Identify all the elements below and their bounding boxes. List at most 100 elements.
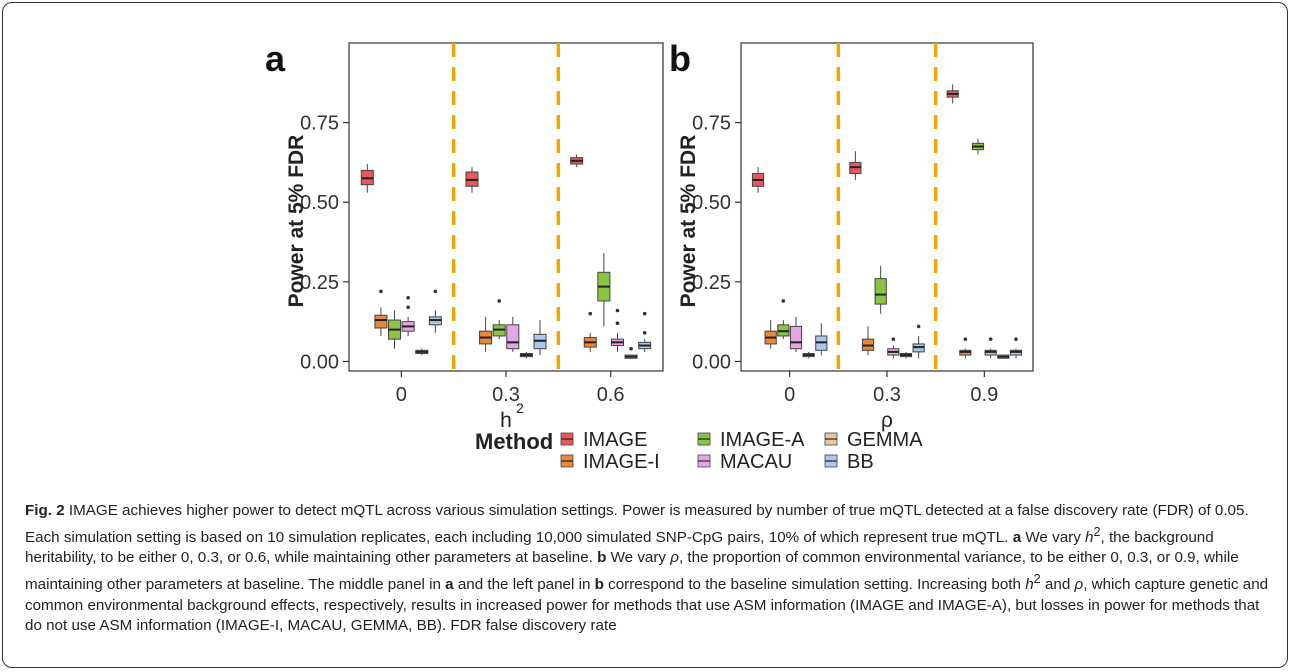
- box-iqr: [374, 314, 388, 329]
- outlier-point: [642, 330, 647, 335]
- outlier-point: [891, 337, 896, 341]
- y-tick-label: 0.75: [300, 113, 339, 135]
- box-image-a-0.9: [971, 138, 985, 155]
- outlier-point: [406, 305, 410, 310]
- outlier-point: [988, 337, 993, 341]
- caption-panel-ref: a: [445, 575, 454, 593]
- outlier-point: [781, 299, 786, 303]
- box-iqr: [789, 325, 803, 350]
- caption-text: We vary: [606, 549, 671, 567]
- outlier-point: [379, 289, 383, 294]
- box-iqr: [874, 278, 887, 305]
- y-axis-label: Power at 5% FDR: [285, 135, 308, 308]
- x-tick-label: 0.3: [492, 384, 520, 406]
- outlier-point: [588, 311, 593, 316]
- box-image-i-0.3: [861, 326, 875, 356]
- caption-symbol: ρ: [1074, 575, 1084, 593]
- box-macau-0: [789, 316, 803, 352]
- caption-text: and: [1040, 575, 1075, 593]
- box-bb-0.6: [638, 311, 652, 352]
- box-macau-0.3: [887, 337, 900, 359]
- caption-symbol: h: [1025, 575, 1034, 593]
- box-image-i-0: [764, 320, 777, 349]
- y-tick-label: 0.00: [692, 351, 731, 373]
- box-image-0: [751, 167, 765, 193]
- box-gemma-0: [415, 348, 429, 356]
- box-gemma-0.3: [519, 351, 533, 359]
- x-axis-label-superscript: 2: [516, 400, 524, 416]
- x-tick-label: 0: [396, 384, 407, 406]
- box-bb-0.3: [533, 320, 547, 356]
- box-bb-0: [815, 323, 828, 356]
- box-bb-0: [428, 289, 442, 333]
- x-tick-label: 0.6: [597, 384, 625, 406]
- box-image-a-0.3: [874, 265, 887, 314]
- box-bb-0.3: [912, 324, 925, 359]
- box-image-0.6: [570, 154, 584, 168]
- outlier-point: [615, 321, 620, 326]
- y-axis-label: Power at 5% FDR: [677, 135, 700, 308]
- outlier-point: [433, 289, 438, 294]
- box-image-0.3: [849, 151, 862, 180]
- caption-text: , which capture genetic and common envir…: [25, 575, 1269, 635]
- panel-label: a: [265, 38, 286, 79]
- legend-label: IMAGE-A: [720, 429, 805, 451]
- caption-text: and the left panel in: [453, 575, 595, 593]
- box-image-i-0: [374, 289, 388, 336]
- legend-item-gemma: GEMMA: [824, 429, 923, 451]
- caption-text: correspond to the baseline simulation se…: [603, 575, 1026, 593]
- legend-title: Method: [475, 429, 553, 454]
- legend-label: MACAU: [720, 451, 792, 473]
- box-image-a-0.3: [492, 299, 506, 340]
- x-axis-label: ρ: [881, 409, 893, 432]
- legend-label: IMAGE: [583, 429, 647, 451]
- legend-label: IMAGE-I: [583, 451, 660, 473]
- outlier-point: [1014, 337, 1018, 341]
- box-image-0.9: [946, 84, 959, 104]
- figure-caption: Fig. 2 IMAGE achieves higher power to de…: [25, 501, 1275, 637]
- box-iqr: [506, 324, 520, 350]
- box-image-a-0: [777, 299, 790, 340]
- caption-superscript: 2: [1093, 524, 1101, 539]
- box-gemma-0: [802, 351, 815, 359]
- caption-text: , the proportion of common environmental…: [25, 549, 1239, 593]
- caption-panel-ref: b: [597, 549, 607, 567]
- x-tick-label: 0.9: [970, 384, 998, 406]
- legend-item-macau: MACAU: [697, 451, 792, 473]
- box-image-a-0: [388, 310, 402, 349]
- caption-panel-ref: a: [1012, 528, 1022, 546]
- box-macau-0.3: [506, 316, 520, 352]
- outlier-point: [963, 337, 968, 341]
- box-image-i-0.9: [959, 337, 972, 359]
- y-tick-label: 0.75: [692, 113, 731, 135]
- y-tick-label: 0.25: [692, 272, 731, 294]
- plot-area: [740, 42, 1034, 372]
- outlier-point: [642, 311, 647, 316]
- outlier-point: [629, 346, 633, 351]
- box-image-i-0.3: [479, 316, 493, 352]
- panel-label: b: [669, 38, 691, 79]
- x-tick-label: 0: [784, 384, 795, 406]
- outlier-point: [916, 324, 921, 329]
- legend-label: BB: [847, 451, 874, 473]
- caption-fig-label: Fig. 2: [25, 502, 65, 519]
- caption-symbol: ρ: [670, 549, 679, 567]
- box-gemma-0.9: [997, 354, 1010, 359]
- legend-item-image-a: IMAGE-A: [697, 429, 805, 451]
- caption-superscript: 2: [1033, 571, 1041, 586]
- caption-text: IMAGE achieves higher power to detect mQ…: [25, 502, 1249, 546]
- caption-text: , the background heritability, to be eit…: [25, 528, 1214, 567]
- plot-area: [348, 42, 664, 372]
- caption-panel-ref: b: [594, 575, 604, 593]
- legend-item-image: IMAGE: [560, 429, 647, 451]
- legend-label: GEMMA: [847, 429, 923, 451]
- outlier-point: [615, 308, 620, 313]
- caption-text: We vary: [1021, 528, 1086, 546]
- box-gemma-0.3: [899, 351, 913, 359]
- x-tick-label: 0.3: [873, 384, 901, 406]
